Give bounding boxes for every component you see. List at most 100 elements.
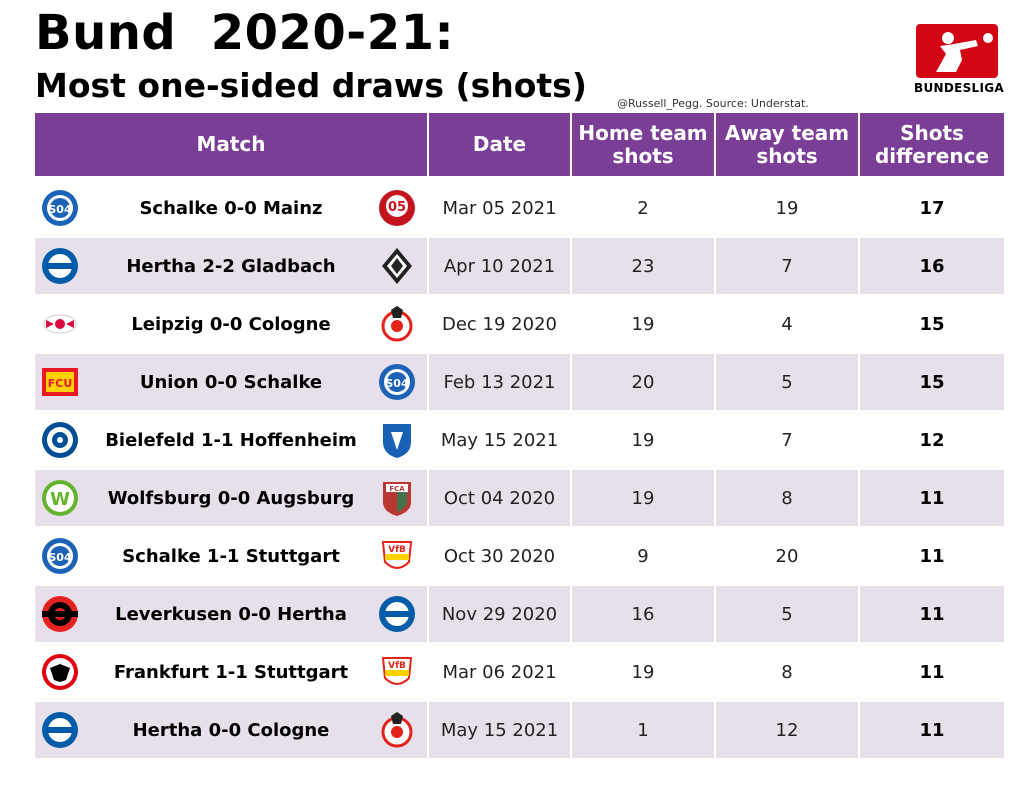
svg-text:FCU: FCU — [48, 377, 73, 390]
match-label: Leverkusen 0-0 Hertha — [115, 603, 347, 625]
column-header-date: Date — [429, 113, 572, 176]
leipzig-crest-icon — [43, 314, 77, 334]
schalke-crest-icon: S04 — [379, 364, 415, 400]
table-row: Hertha 0-0 Cologne May 15 2021 1 12 11 — [35, 702, 1004, 758]
home-shots-cell: 9 — [572, 528, 716, 584]
bielefeld-crest-icon — [42, 422, 78, 458]
match-label: Wolfsburg 0-0 Augsburg — [107, 487, 355, 509]
leverkusen-crest-icon — [42, 596, 78, 632]
svg-text:VfB: VfB — [388, 661, 406, 671]
match-cell: Hertha 0-0 Cologne — [35, 702, 429, 758]
column-header-home-shots: Home team shots — [572, 113, 716, 176]
shots-difference-cell: 11 — [919, 719, 945, 741]
bundesliga-badge-icon — [916, 24, 998, 78]
date-cell: May 15 2021 — [429, 702, 572, 758]
away-shots-cell: 12 — [716, 702, 860, 758]
augsburg-crest-icon: FCA — [383, 482, 411, 516]
table-body: S04 Schalke 0-0 Mainz 05 Mar 05 2021 2 19 17 He… — [35, 180, 1004, 758]
hertha-crest-icon — [379, 596, 415, 632]
date-cell: Nov 29 2020 — [429, 586, 572, 642]
match-cell: Bielefeld 1-1 Hoffenheim — [35, 412, 429, 468]
svg-text:S04: S04 — [48, 203, 72, 216]
date-cell: Dec 19 2020 — [429, 296, 572, 352]
bundesliga-wordmark: BUNDESLIGA — [914, 81, 1004, 95]
match-label: Frankfurt 1-1 Stuttgart — [113, 661, 349, 683]
match-label: Union 0-0 Schalke — [139, 371, 323, 393]
schalke-crest-icon: S04 — [42, 538, 78, 574]
shots-difference-cell: 12 — [919, 429, 945, 451]
date-cell: Apr 10 2021 — [429, 238, 572, 294]
away-shots-cell: 8 — [716, 644, 860, 700]
match-cell: Hertha 2-2 Gladbach — [35, 238, 429, 294]
hertha-crest-icon — [42, 248, 78, 284]
home-shots-cell: 20 — [572, 354, 716, 410]
shots-difference-cell: 15 — [919, 313, 945, 335]
match-cell: W Wolfsburg 0-0 Augsburg FCA — [35, 470, 429, 526]
date-cell: Mar 06 2021 — [429, 644, 572, 700]
frankfurt-crest-icon — [42, 654, 78, 690]
match-cell: FCU Union 0-0 Schalke S04 — [35, 354, 429, 410]
svg-text:S04: S04 — [48, 551, 72, 564]
cologne-crest-icon — [381, 712, 413, 748]
page-title: Bund 2020-21: — [35, 5, 455, 61]
table-row: Leipzig 0-0 Cologne Dec 19 2020 19 4 15 — [35, 296, 1004, 352]
date-cell: Oct 04 2020 — [429, 470, 572, 526]
table-row: S04 Schalke 0-0 Mainz 05 Mar 05 2021 2 19 17 — [35, 180, 1004, 236]
gladbach-crest-icon — [382, 248, 412, 284]
shots-difference-cell: 11 — [919, 487, 945, 509]
away-shots-cell: 8 — [716, 470, 860, 526]
home-shots-cell: 1 — [572, 702, 716, 758]
date-cell: Feb 13 2021 — [429, 354, 572, 410]
svg-text:W: W — [50, 489, 70, 510]
draws-table: Match Date Home team shots Away team sho… — [35, 113, 1004, 758]
match-label: Hertha 0-0 Cologne — [132, 719, 330, 741]
hertha-crest-icon — [42, 712, 78, 748]
match-cell: Leipzig 0-0 Cologne — [35, 296, 429, 352]
shots-difference-cell: 17 — [919, 197, 945, 219]
away-shots-cell: 20 — [716, 528, 860, 584]
date-cell: May 15 2021 — [429, 412, 572, 468]
away-shots-cell: 19 — [716, 180, 860, 236]
home-shots-cell: 19 — [572, 412, 716, 468]
match-cell: Leverkusen 0-0 Hertha — [35, 586, 429, 642]
match-label: Hertha 2-2 Gladbach — [126, 255, 336, 277]
wolfsburg-crest-icon: W — [42, 480, 78, 516]
home-shots-cell: 23 — [572, 238, 716, 294]
match-cell: S04 Schalke 0-0 Mainz 05 — [35, 180, 429, 236]
stuttgart-crest-icon: VfB — [381, 541, 413, 569]
column-header-match: Match — [35, 113, 429, 176]
cologne-crest-icon — [381, 306, 413, 342]
date-cell: Mar 05 2021 — [429, 180, 572, 236]
page-subtitle: Most one-sided draws (shots) — [35, 66, 587, 105]
stuttgart-crest-icon: VfB — [381, 657, 413, 685]
home-shots-cell: 19 — [572, 470, 716, 526]
away-shots-cell: 7 — [716, 412, 860, 468]
shots-difference-cell: 11 — [919, 661, 945, 683]
table-row: W Wolfsburg 0-0 Augsburg FCA Oct 04 2020 19 8… — [35, 470, 1004, 526]
match-label: Bielefeld 1-1 Hoffenheim — [105, 429, 357, 451]
table-row: Leverkusen 0-0 Hertha Nov 29 2020 16 5 11 — [35, 586, 1004, 642]
mainz-crest-icon: 05 — [379, 190, 415, 226]
match-label: Schalke 1-1 Stuttgart — [122, 545, 340, 567]
svg-text:S04: S04 — [385, 377, 409, 390]
away-shots-cell: 5 — [716, 354, 860, 410]
table-row: FCU Union 0-0 Schalke S04 Feb 13 2021 20 5 15 — [35, 354, 1004, 410]
hoffenheim-crest-icon — [383, 424, 411, 458]
away-shots-cell: 5 — [716, 586, 860, 642]
svg-text:05: 05 — [388, 200, 406, 215]
column-header-shots-difference: Shots difference — [874, 120, 990, 168]
match-label: Schalke 0-0 Mainz — [139, 197, 323, 219]
home-shots-cell: 2 — [572, 180, 716, 236]
away-shots-cell: 7 — [716, 238, 860, 294]
source-credit: @Russell_Pegg. Source: Understat. — [617, 97, 809, 110]
table-row: Bielefeld 1-1 Hoffenheim May 15 2021 19 7 12 — [35, 412, 1004, 468]
column-header-away-shots: Away team shots — [716, 113, 860, 176]
shots-difference-cell: 11 — [919, 545, 945, 567]
svg-text:FCA: FCA — [389, 485, 405, 493]
table-row: Hertha 2-2 Gladbach Apr 10 2021 23 7 16 — [35, 238, 1004, 294]
svg-text:VfB: VfB — [388, 545, 406, 555]
match-cell: S04 Schalke 1-1 Stuttgart VfB — [35, 528, 429, 584]
home-shots-cell: 19 — [572, 296, 716, 352]
date-cell: Oct 30 2020 — [429, 528, 572, 584]
match-cell: Frankfurt 1-1 Stuttgart VfB — [35, 644, 429, 700]
